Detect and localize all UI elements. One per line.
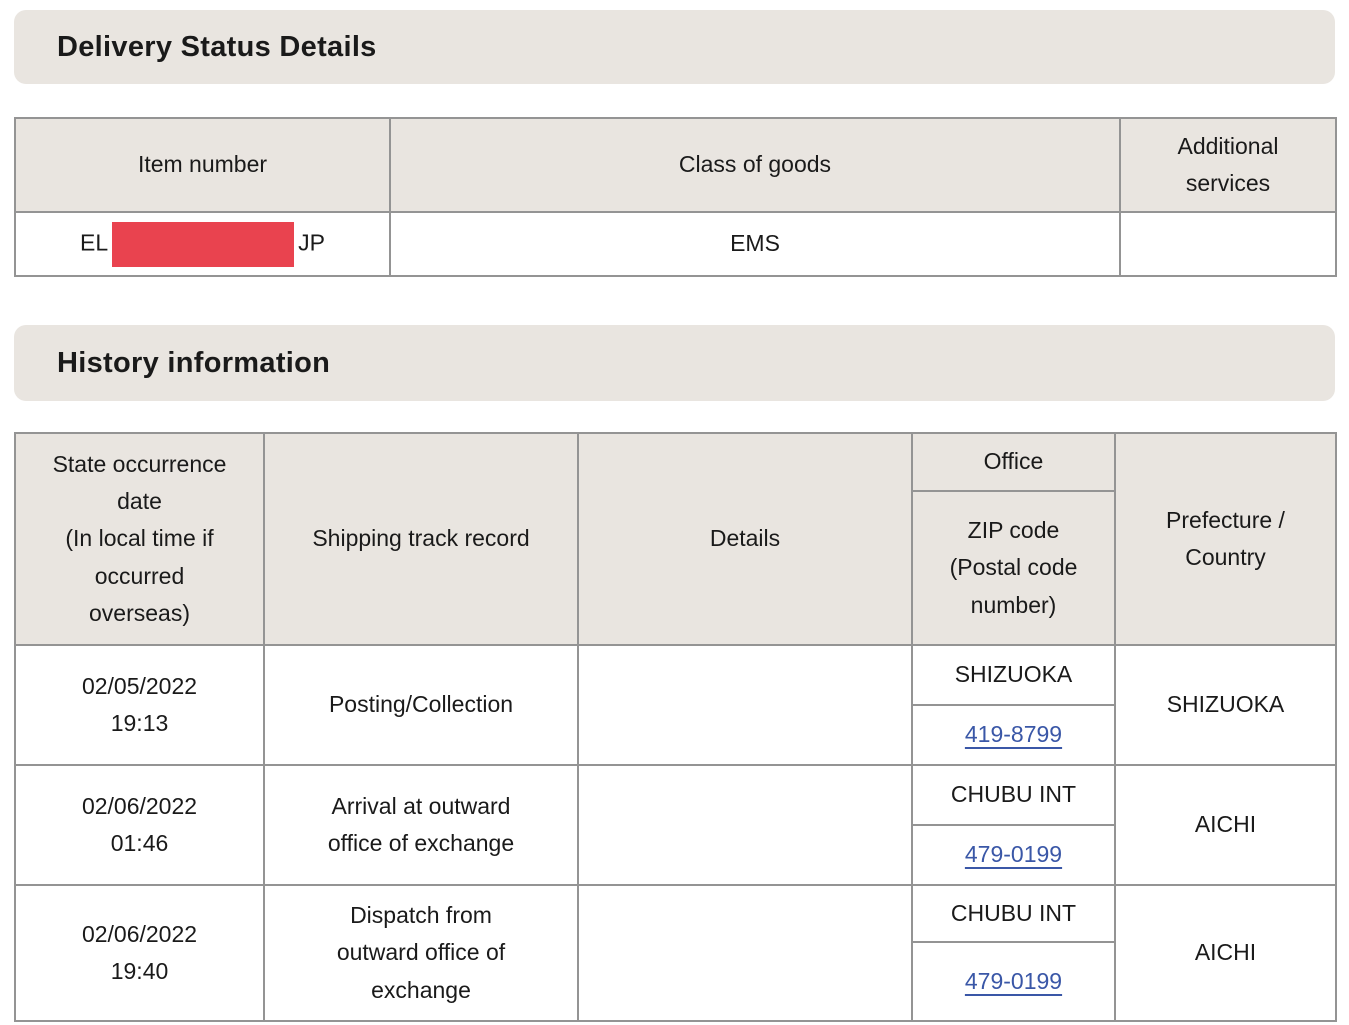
additional-services-header: Additional services <box>1119 117 1337 213</box>
item-number-suffix: JP <box>298 229 325 256</box>
office-name-cell: CHUBU INT <box>911 884 1116 943</box>
state-date-cell: 02/05/2022 19:13 <box>14 644 265 766</box>
history-title: History information <box>57 346 331 379</box>
item-number-prefix: EL <box>80 229 109 256</box>
details-cell <box>577 764 913 886</box>
office-name-cell: CHUBU INT <box>911 764 1116 826</box>
zip-code-link[interactable]: 419-8799 <box>964 721 1063 748</box>
prefecture-cell: SHIZUOKA <box>1114 644 1337 766</box>
zip-code-cell: 479-0199 <box>911 824 1116 886</box>
details-header: Details <box>577 432 913 646</box>
state-date-cell: 02/06/2022 01:46 <box>14 764 265 886</box>
zip-code-link[interactable]: 479-0199 <box>964 967 1063 994</box>
class-of-goods-header: Class of goods <box>389 117 1121 213</box>
history-table: State occurrence date (In local time if … <box>14 432 1337 1022</box>
prefecture-cell: AICHI <box>1114 884 1337 1022</box>
tracking-results-page: Delivery Status Details Item number Clas… <box>0 10 1349 1022</box>
history-row: 02/06/2022 19:40 Dispatch from outward o… <box>14 884 1337 1022</box>
details-cell <box>577 884 913 1022</box>
class-of-goods-cell: EMS <box>389 211 1121 277</box>
zip-code-link[interactable]: 479-0199 <box>964 841 1063 868</box>
track-record-cell: Posting/Collection <box>263 644 579 766</box>
office-header: Office <box>911 432 1116 492</box>
delivery-status-table: Item number Class of goods Additional se… <box>14 117 1337 277</box>
state-date-cell: 02/06/2022 19:40 <box>14 884 265 1022</box>
zip-code-cell: 419-8799 <box>911 704 1116 766</box>
details-cell <box>577 644 913 766</box>
track-record-cell: Arrival at outward office of exchange <box>263 764 579 886</box>
state-date-header: State occurrence date (In local time if … <box>14 432 265 646</box>
track-record-header: Shipping track record <box>263 432 579 646</box>
zip-code-cell: 479-0199 <box>911 941 1116 1022</box>
item-number-redaction <box>112 221 295 267</box>
history-row: 02/05/2022 19:13 Posting/Collection SHIZ… <box>14 644 1337 766</box>
item-number-header: Item number <box>14 117 391 213</box>
item-number-cell: EL JP <box>14 211 391 277</box>
delivery-status-title: Delivery Status Details <box>57 30 377 63</box>
additional-services-cell <box>1119 211 1337 277</box>
history-section-header: History information <box>14 325 1335 401</box>
history-row: 02/06/2022 01:46 Arrival at outward offi… <box>14 764 1337 886</box>
track-record-cell: Dispatch from outward office of exchange <box>263 884 579 1022</box>
prefecture-cell: AICHI <box>1114 764 1337 886</box>
office-name-cell: SHIZUOKA <box>911 644 1116 706</box>
delivery-status-section-header: Delivery Status Details <box>14 10 1335 84</box>
zip-code-header: ZIP code (Postal code number) <box>911 490 1116 646</box>
prefecture-country-header: Prefecture / Country <box>1114 432 1337 646</box>
